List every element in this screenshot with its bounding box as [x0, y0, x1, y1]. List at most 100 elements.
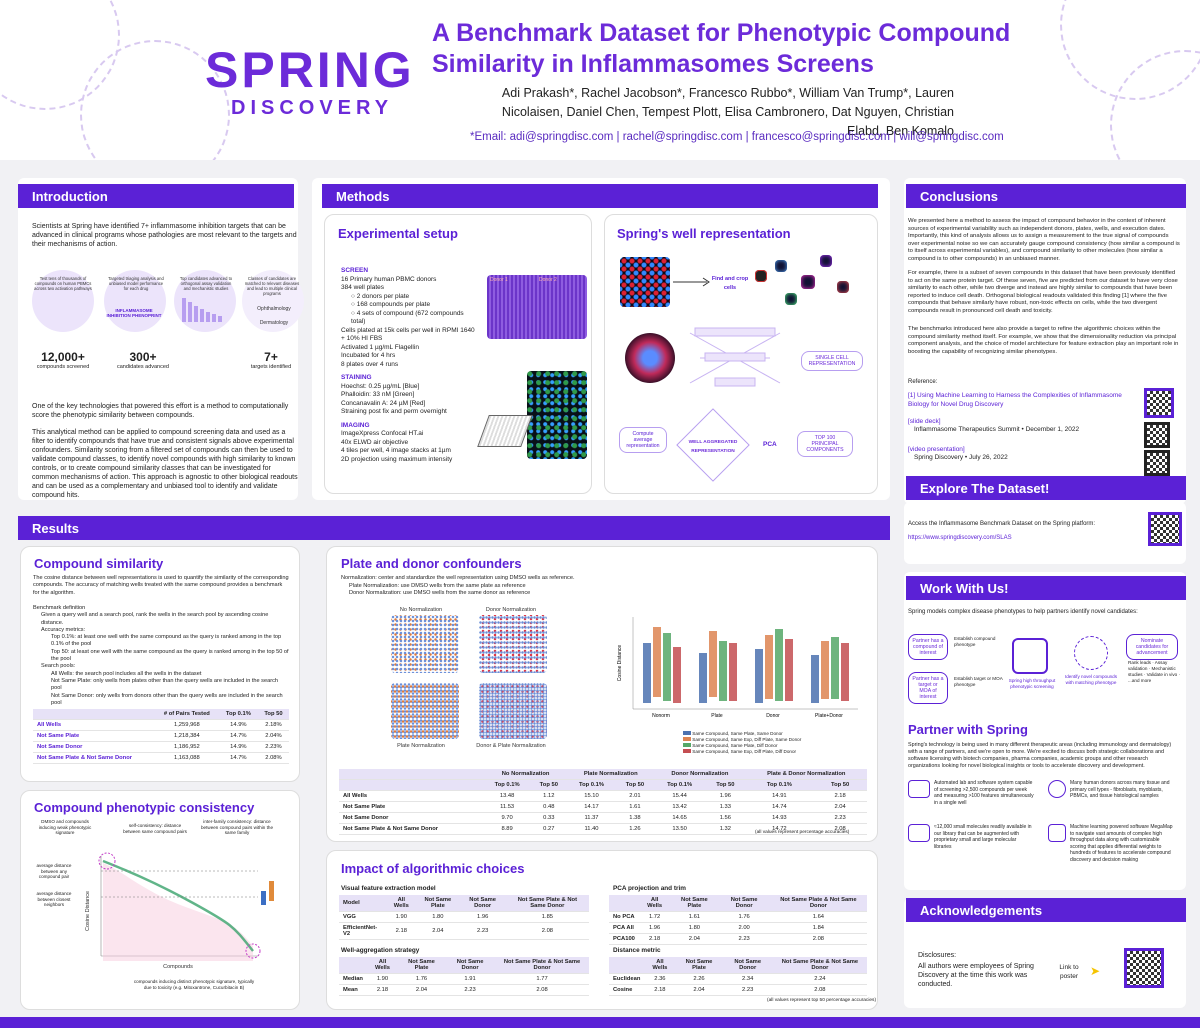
table-cell: 1.76	[718, 911, 770, 923]
table-cell: 1.90	[366, 973, 398, 985]
umap-title: No Normalization	[399, 607, 443, 613]
table-header: Model	[339, 895, 387, 912]
dataset-link[interactable]: https://www.springdiscovery.com/SLAS	[908, 535, 1012, 541]
table-header	[339, 779, 484, 791]
plate-item: Plate Normalization: use DMSO wells from…	[349, 583, 526, 589]
video-link[interactable]: [video presentation]	[908, 446, 965, 453]
table-cell: PCA All	[609, 922, 639, 934]
box-title: Experimental setup	[338, 226, 458, 241]
table-row: All Wells 13.48 1.12 15.10 2.01 15.44 1.96 14.9…	[339, 790, 867, 802]
x-tick: Donor	[766, 713, 780, 719]
table-header: Not Same Donor	[445, 957, 496, 974]
table-header: Not Same Donor	[722, 957, 773, 974]
email-line[interactable]: *Email: adi@springdisc.com | rachel@spri…	[470, 131, 1004, 143]
software-icon	[1048, 824, 1066, 842]
normalization-table: No Normalization Plate Normalization Donor…	[339, 769, 867, 835]
reference-link[interactable]: [1] Using Machine Learning to Harness th…	[908, 392, 1122, 408]
table-header	[339, 769, 484, 780]
table-header: Plate & Donor Normalization	[745, 769, 867, 780]
table-header: Top 0.1%	[218, 709, 258, 720]
flow-step-text: Establish target or MOA phenotype	[954, 676, 1003, 687]
annotation: inter-family consistency: distance betwe…	[200, 819, 273, 836]
partner-item: Machine learning powered software MegaMa…	[1070, 824, 1173, 863]
box-title: Compound similarity	[34, 556, 164, 571]
table-cell: 1.90	[386, 911, 417, 923]
table-row: Median 1.90 1.76 1.91 1.77	[339, 973, 589, 985]
donor-icon	[1048, 780, 1066, 798]
table-cell: 1.26	[615, 823, 655, 835]
cell-crop	[801, 275, 815, 289]
flow-outputs: Rank leads · Assay validation · Mechanis…	[1128, 660, 1180, 683]
table-header: All Wells	[386, 895, 417, 912]
molecule-icon	[908, 824, 930, 842]
table-cell: 14.93	[745, 812, 814, 824]
umap-plot	[391, 683, 459, 739]
partner-item: Many human donors across many tissue and…	[1070, 780, 1170, 800]
compute-average: Compute average representation	[619, 427, 667, 453]
plate-icon	[477, 415, 533, 447]
slide-deck-link[interactable]: [slide deck]	[908, 418, 941, 425]
table-cell: 2.23	[813, 812, 867, 824]
table-row: Not Same Plate 1,218,384 14.7% 2.04%	[33, 730, 289, 742]
table-header: Not Same Plate	[670, 895, 719, 912]
methods-panel: Methods Experimental setup SCREEN 16 Pri…	[312, 178, 890, 500]
table-header: Not Same Plate	[397, 957, 446, 974]
table-header: # of Pairs Tested	[154, 709, 219, 720]
table-row: PCA100 2.18 2.04 2.23 2.08	[609, 933, 867, 945]
table-cell: 1.96	[705, 790, 746, 802]
table-note: (all values represent percentage accurac…	[755, 830, 850, 835]
table-cell: 14.74	[745, 801, 814, 813]
section-heading: Results	[18, 516, 890, 540]
introduction-panel: Introduction Scientists at Spring have i…	[18, 178, 304, 500]
table-header-row: Model All Wells Not Same Plate Not Same Don…	[339, 895, 589, 912]
table-row: Not Same Plate 11.53 0.48 14.17 1.61 13.42 1.3…	[339, 801, 867, 813]
table-cell: Not Same Donor	[33, 741, 155, 753]
table-header-row: All Wells Not Same Plate Not Same Donor Not…	[339, 957, 589, 974]
table-row: Euclidean 2.36 2.26 2.34 2.24	[609, 973, 867, 985]
table-cell: 14.72	[745, 823, 814, 835]
table-cell: 2.18	[386, 922, 417, 940]
qr-code[interactable]	[1144, 388, 1174, 418]
benchmark-definition: Benchmark definition Given a query well …	[33, 605, 289, 706]
box-title: Spring's well representation	[617, 226, 791, 241]
y-axis-label: Cosine Distance	[85, 891, 91, 931]
x-tick: Plate+Donor	[815, 713, 843, 719]
annotation: compounds inducing distinct phenotypic s…	[133, 979, 255, 990]
compound-similarity-box: Compound similarity The cosine distance …	[20, 546, 300, 782]
table-cell: 2.23	[722, 984, 773, 996]
table-row: EfficientNet-V2 2.18 2.04 2.23 2.08	[339, 922, 589, 940]
funnel-caption: Targeted triaging analysis and unbiased …	[108, 276, 164, 291]
x-tick: Nonorm	[652, 713, 670, 719]
poster-header: SPRING DISCOVERY A Benchmark Dataset for…	[0, 0, 1200, 160]
qr-code[interactable]	[1148, 512, 1182, 546]
table-cell: No PCA	[609, 911, 639, 923]
table-cell: 11.53	[483, 801, 531, 813]
table-cell: Median	[339, 973, 367, 985]
table-header	[339, 957, 367, 974]
table-header: Top 0.1%	[567, 779, 616, 791]
plate-map: Donor 1 Donor 2	[487, 275, 587, 339]
table-cell: 1.64	[769, 911, 867, 923]
qr-code[interactable]	[1144, 450, 1170, 476]
table-cell: All Wells	[33, 719, 155, 731]
poster-link-label[interactable]: Link to poster	[1059, 964, 1079, 980]
qr-code[interactable]	[1144, 422, 1170, 448]
table-row: Cosine 2.18 2.04 2.23 2.08	[609, 984, 867, 996]
table-header: Top 50	[530, 779, 568, 791]
table-cell: 1.61	[670, 911, 719, 923]
impact-box: Impact of algorithmic choices Visual fea…	[326, 850, 878, 1010]
table-cell: 2.26	[675, 973, 723, 985]
table-cell: 1,259,968	[154, 719, 219, 731]
partner-item: Automated lab and software system capabl…	[934, 780, 1034, 806]
table-header	[33, 709, 155, 720]
table-cell: Not Same Plate & Not Same Donor	[33, 752, 155, 764]
flow-step: Partner has a target or MOA of interest	[908, 672, 948, 704]
table-header: All Wells	[366, 957, 398, 974]
annotation: DMSO and compounds inducing weak phenoty…	[38, 819, 92, 836]
distance-table: All Wells Not Same Plate Not Same Donor Not…	[609, 957, 867, 996]
table-cell: EfficientNet-V2	[339, 922, 387, 940]
plate-item: Donor Normalization: use DMSO wells from…	[349, 590, 531, 596]
reference-detail: Spring Discovery • July 26, 2022	[914, 454, 1008, 461]
qr-code[interactable]	[1124, 948, 1164, 988]
poster-title: A Benchmark Dataset for Phenotypic Compo…	[432, 19, 1011, 78]
